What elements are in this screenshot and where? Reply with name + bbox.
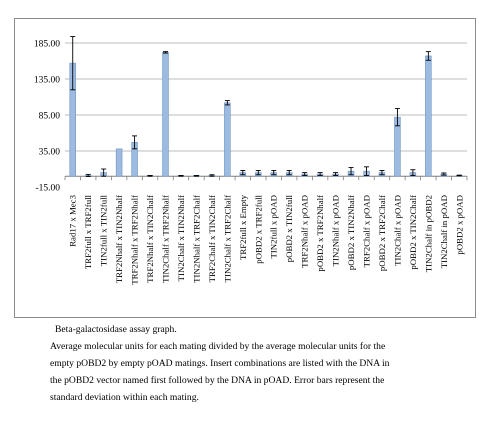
x-category-label: pOBD2 x TRF2full [253,194,263,263]
y-tick-label: 135.00 [34,76,60,86]
bar [115,148,123,177]
x-category-label: TIN2full x pOAD [269,195,279,259]
caption-line-3: the pOBD2 vector named first followed by… [50,375,385,386]
caption-title: Beta-galactosidase assay graph. [55,324,177,335]
x-category-label: pOBD2 x TIN2full [284,194,294,262]
x-category-label: TIN2Chalf in pOAD [439,195,449,268]
bar [425,55,432,177]
figure-caption: Beta-galactosidase assay graph. Average … [50,321,480,406]
x-category-label: TRF2Nhalf x pOAD [300,195,310,268]
x-category-label: TRF2Nhalf x TRF2Nhalf [130,195,140,285]
x-category-label: pOBD2 x TRF2Nhalf [315,195,325,272]
x-category-label: TIN2Chalf x TRF2Chalf [222,195,232,282]
x-category-label: TIN2Chalf x pOAD [392,195,402,266]
x-category-label: TRF2full x Empty [238,194,248,260]
x-category-label: TIN2full x TIN2full [99,194,109,266]
y-tick-label: 85.00 [39,112,61,122]
x-category-label: TRF2Chalf x pOAD [362,195,372,267]
x-category-label: TIN2Nhalf x pOAD [331,195,341,266]
caption-line-1: Average molecular units for each mating … [50,341,386,352]
x-category-label: TIN2Chalf x TIN2Nhalf [176,195,186,281]
x-category-label: TIN2Nhalf x TRF2Chalf [191,195,201,283]
caption-line-2: empty pOBD2 by empty pOAD matings. Inser… [50,358,390,369]
x-category-label: TIN2Chalf in pOBD2 [423,195,433,272]
bar-chart: 185.00 135.00 85.00 35.00 -15.00 Rad17 x Mec3… [34,36,468,285]
caption-line-4: standard deviation within each mating. [50,392,199,403]
y-tick-label: -15.00 [35,184,60,194]
x-category-label: TRF2Nhalf x TIN2Nhalf [114,195,124,283]
y-tick-label: 185.00 [34,40,60,50]
x-category-label: pOBD2 x pOAD [454,195,464,255]
x-category-label: pOBD2 x TIN2Chalf [408,195,418,270]
chart-frame: 185.00 135.00 85.00 35.00 -15.00 Rad17 x Mec3… [14,18,476,318]
x-category-label: pOBD2 x TIN2Nhalf [346,195,356,270]
x-category-label: TRF2Nhalf x TIN2Chalf [145,195,155,283]
y-tick-label: 35.00 [39,148,61,158]
x-category-label: TRF2Chalf x TIN2Chalf [207,195,217,282]
x-category-label: pOBD2 x TRF2Chalf [377,195,387,271]
x-category-label: TIN2Chalf x TRF2Nhalf [161,195,171,283]
bar [162,52,169,177]
x-category-label: TRF2full x TRF2full [83,194,93,269]
bar [224,102,231,177]
x-category-label: Rad17 x Mec3 [68,194,78,246]
